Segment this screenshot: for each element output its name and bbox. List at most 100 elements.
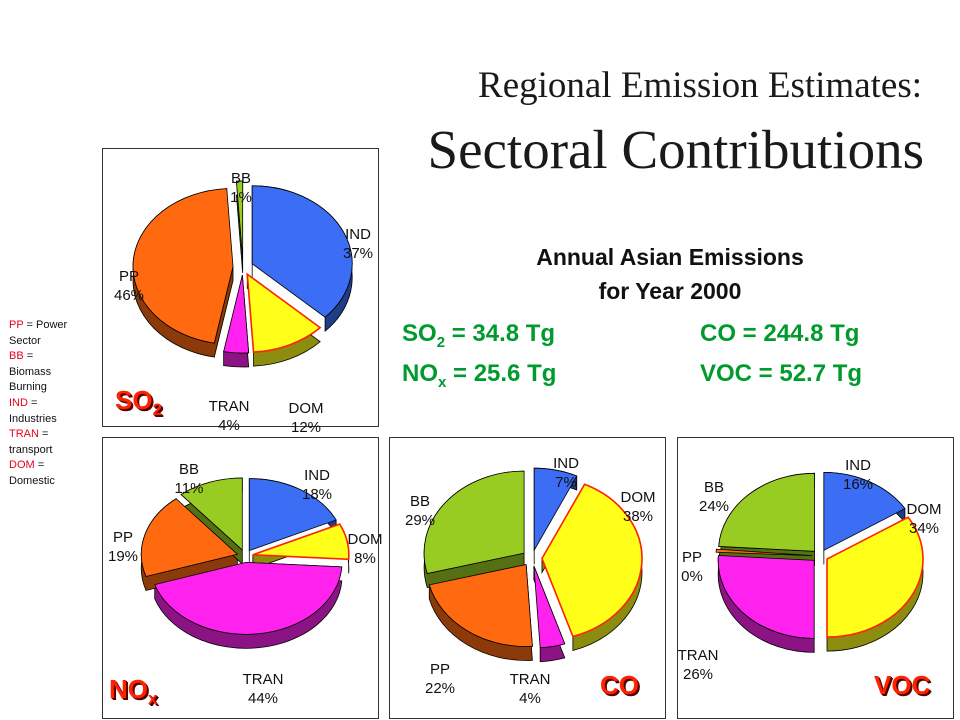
so2-pie-panel: IND 37% DOM 12% TRAN 4% PP 46% BB 1% SO2 xyxy=(102,148,379,436)
slice-dom xyxy=(826,516,924,638)
pie-label-value: 1% xyxy=(230,189,252,206)
legend-text: = Power Sector xyxy=(9,319,68,347)
pie-label-name: PP xyxy=(429,661,450,678)
so2-total-value: = 34.8 Tg xyxy=(445,320,556,347)
so2-total-sub: 2 xyxy=(436,333,446,351)
annual-heading-line-2: for Year 2000 xyxy=(598,278,742,304)
pie-label-name: IND xyxy=(304,467,330,484)
pie-label-pp: PP 46% xyxy=(114,267,144,305)
slice-pp xyxy=(428,563,533,647)
slice-ind xyxy=(533,467,578,552)
slice-pp xyxy=(132,188,234,344)
pie-label-ind: IND 37% xyxy=(343,225,373,263)
slice-ind xyxy=(251,185,353,318)
pie-label-tran: TRAN 44% xyxy=(243,670,284,708)
pie-label-name: DOM xyxy=(288,400,324,417)
legend-abbr: BB xyxy=(9,350,24,363)
pie-label-value: 12% xyxy=(290,419,322,436)
title-line-2: Sectoral Contributions xyxy=(427,119,924,180)
pie-label-value: 26% xyxy=(682,666,714,683)
pie-label-name: DOM xyxy=(906,501,942,518)
pie-label-value: 19% xyxy=(107,548,139,565)
annual-heading-line-1: Annual Asian Emissions xyxy=(536,244,804,270)
pie-label-value: 4% xyxy=(218,417,240,434)
slice-bb xyxy=(718,472,815,552)
voc-total: VOC = 52.7 Tg xyxy=(700,360,863,387)
pie-label-bb: BB 24% xyxy=(699,478,729,516)
pie-label-ind: IND 18% xyxy=(302,466,332,504)
pie-title-voc: VOC xyxy=(874,670,930,701)
pie-title-so2: SO2 xyxy=(115,385,162,420)
co-pie-panel: IND 7% DOM 38% TRAN 4% PP 22% BB 29% CO xyxy=(389,437,666,719)
slice-tran xyxy=(717,555,815,639)
pie-label-value: 16% xyxy=(842,476,874,493)
slice-tran xyxy=(223,274,250,354)
nox-total-label: NO xyxy=(402,360,438,387)
so2-pie-svg xyxy=(132,180,353,368)
nox-total-value: = 25.6 Tg xyxy=(446,360,557,387)
pie-label-name: PP xyxy=(112,529,133,546)
slice-bb xyxy=(235,180,244,260)
pie-label-value: 11% xyxy=(174,480,204,497)
pie-label-tran: TRAN 26% xyxy=(678,646,719,684)
pie-label-value: 4% xyxy=(519,690,541,707)
slice-bb xyxy=(180,477,243,551)
legend-abbr: IND xyxy=(9,396,28,409)
legend-text: = transport xyxy=(9,428,53,456)
pie-label-name: TRAN xyxy=(677,647,719,664)
legend-entry-dom: DOM = Domestic xyxy=(9,458,73,489)
legend-text: = Biomass Burning xyxy=(9,350,52,394)
pie-label-value: 7% xyxy=(555,474,577,491)
pie-label-bb: BB 1% xyxy=(230,169,252,207)
pie-label-value: 18% xyxy=(301,486,333,503)
legend-abbr: DOM xyxy=(9,459,35,472)
slice-dom xyxy=(252,523,350,561)
pie-label-tran: TRAN 4% xyxy=(209,397,250,435)
pie-label-ind: IND 16% xyxy=(843,456,873,494)
pie-label-pp: PP 22% xyxy=(425,660,455,698)
pie-label-value: 0% xyxy=(681,568,703,585)
pie-label-pp: PP 19% xyxy=(108,528,138,566)
pie-label-dom: DOM 12% xyxy=(289,399,324,437)
pie-title-main: NO xyxy=(109,674,148,704)
nox-pie-panel: IND 18% DOM 8% TRAN 44% PP 19% BB 11% NOx xyxy=(102,437,383,719)
pie-label-value: 37% xyxy=(342,245,374,262)
pie-label-value: 29% xyxy=(404,512,436,529)
legend-abbr: PP xyxy=(9,319,24,331)
nox-total-sub: x xyxy=(438,373,447,391)
pie-label-name: IND xyxy=(553,455,579,472)
legend-entry-pp: PP = Power Sector xyxy=(9,318,73,349)
co-total: CO = 244.8 Tg xyxy=(700,320,860,347)
legend-entry-tran: TRAN = transport xyxy=(9,427,73,458)
sector-legend: PP = Power Sector BB = Biomass Burning IND… xyxy=(9,318,73,490)
legend-text: = Industries xyxy=(9,396,57,425)
annual-emissions-heading: Annual Asian Emissions for Year 2000 xyxy=(440,240,900,308)
pie-label-value: 24% xyxy=(698,498,730,515)
slice-dom xyxy=(541,483,643,638)
pie-label-name: PP xyxy=(681,549,702,566)
pie-label-tran: TRAN 4% xyxy=(510,670,551,708)
slice-ind xyxy=(823,471,906,552)
pie-label-name: TRAN xyxy=(242,671,284,688)
pie-label-ind: IND 7% xyxy=(553,454,579,492)
pie-label-value: 46% xyxy=(113,287,145,304)
legend-entry-ind: IND = Industries xyxy=(9,396,73,427)
pie-label-name: PP xyxy=(118,268,139,285)
pie-label-dom: DOM 38% xyxy=(621,488,656,526)
pie-label-pp: PP 0% xyxy=(681,548,703,586)
pie-label-name: IND xyxy=(345,226,371,243)
pie-label-value: 38% xyxy=(622,508,654,525)
pie-label-value: 8% xyxy=(354,550,376,567)
slice-bb xyxy=(423,470,525,574)
pie-label-name: DOM xyxy=(347,531,383,548)
slice-dom xyxy=(246,272,322,353)
pie-label-dom: DOM 34% xyxy=(907,500,942,538)
pie-label-bb: BB 11% xyxy=(175,460,204,498)
pie-label-value: 22% xyxy=(424,680,456,697)
so2-total-label: SO xyxy=(402,320,437,347)
pie-title-sub: 2 xyxy=(152,400,163,420)
slice-tran xyxy=(154,561,343,635)
co-pie-svg xyxy=(423,467,643,663)
pie-label-value: 44% xyxy=(247,690,279,707)
pie-label-name: IND xyxy=(845,457,871,474)
